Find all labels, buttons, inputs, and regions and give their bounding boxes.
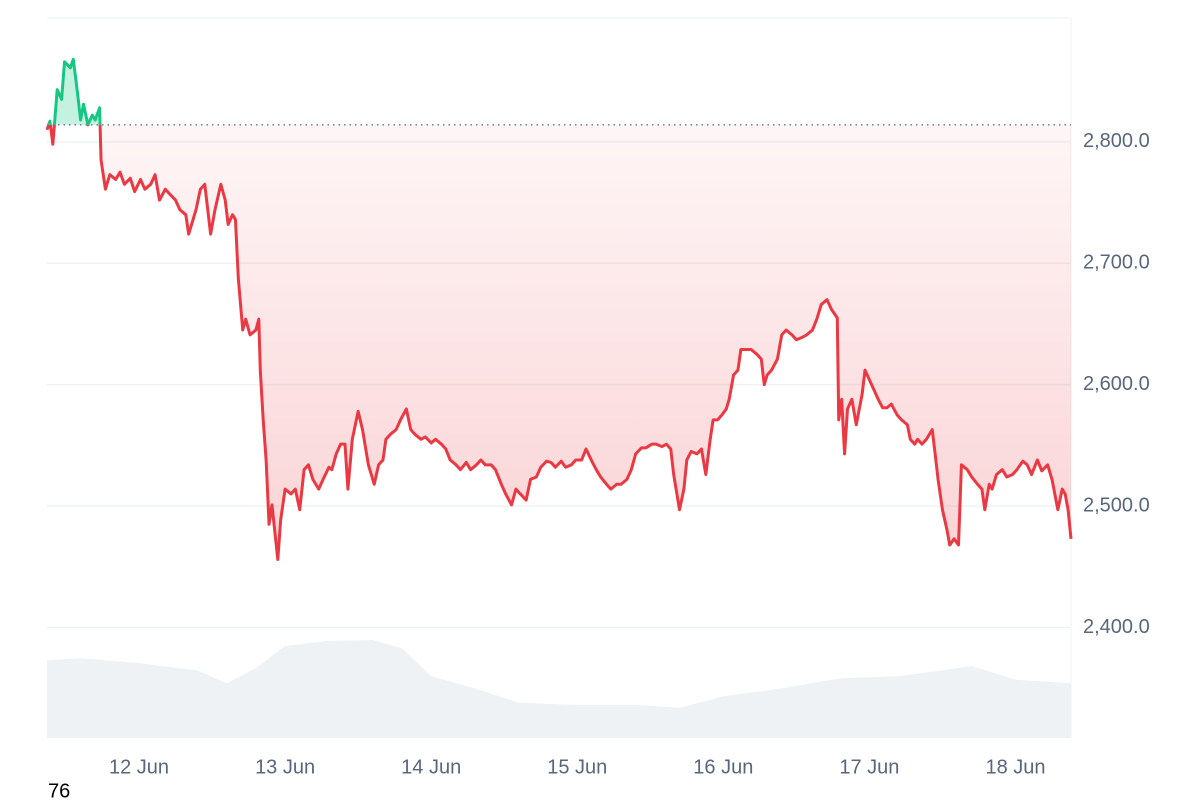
x-tick-label: 18 Jun xyxy=(985,756,1045,778)
y-tick-label: 2,500.0 xyxy=(1083,494,1150,516)
footer-text: 76 xyxy=(48,780,70,800)
y-tick-label: 2,700.0 xyxy=(1083,252,1150,274)
volume-area xyxy=(47,640,1071,738)
x-tick-label: 15 Jun xyxy=(547,756,607,778)
y-tick-label: 2,600.0 xyxy=(1083,373,1150,395)
x-tick-label: 12 Jun xyxy=(109,756,169,778)
x-tick-label: 13 Jun xyxy=(255,756,315,778)
x-tick-label: 17 Jun xyxy=(839,756,899,778)
price-line-down xyxy=(45,124,1073,562)
y-tick-label: 2,400.0 xyxy=(1083,616,1150,638)
x-tick-label: 16 Jun xyxy=(693,756,753,778)
y-tick-label: 2,800.0 xyxy=(1083,130,1150,152)
down-area xyxy=(47,124,1071,560)
up-area xyxy=(48,59,101,125)
x-tick-label: 14 Jun xyxy=(401,756,461,778)
